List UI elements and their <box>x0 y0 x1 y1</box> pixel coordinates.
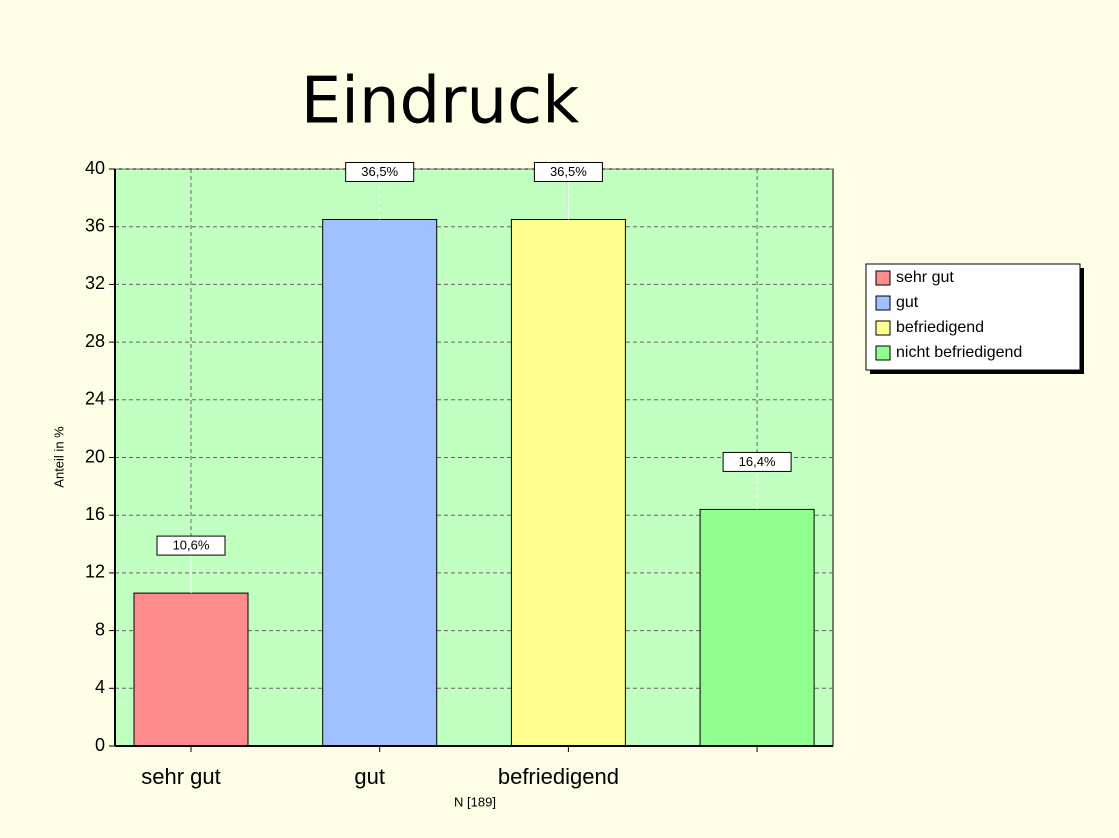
y-tick-label: 20 <box>85 446 105 466</box>
y-tick-label: 0 <box>95 735 105 755</box>
bar <box>510 218 626 747</box>
y-tick-label: 24 <box>85 389 105 409</box>
value-label: 10,6% <box>173 538 210 553</box>
y-tick-label: 16 <box>85 504 105 524</box>
legend-label: sehr gut <box>896 269 954 286</box>
legend-label: nicht befriedigend <box>896 344 1022 361</box>
legend-swatch <box>875 320 891 336</box>
y-tick-label: 36 <box>85 215 105 235</box>
value-label: 36,5% <box>550 164 587 179</box>
chart-title: Eindruck <box>301 65 580 139</box>
bar <box>699 508 815 747</box>
value-label-box <box>533 161 603 182</box>
legend-swatch <box>875 295 891 311</box>
x-tick-label: befriedigend <box>498 764 619 789</box>
bar <box>322 218 438 747</box>
legend-swatch <box>875 270 891 286</box>
x-tick-label: sehr gut <box>141 764 221 789</box>
x-axis-label: N [189] <box>454 794 496 809</box>
legend-label: befriedigend <box>896 319 984 336</box>
value-label-box <box>156 535 226 556</box>
y-tick-label: 40 <box>85 158 105 178</box>
y-tick-label: 8 <box>95 619 105 639</box>
x-tick-label: gut <box>354 764 385 789</box>
y-axis-label: Anteil in % <box>51 426 66 488</box>
y-tick-label: 28 <box>85 331 105 351</box>
value-label: 16,4% <box>739 454 776 469</box>
value-label-box <box>722 451 792 472</box>
legend-swatch <box>875 345 891 361</box>
legend <box>865 263 1081 371</box>
value-label-box <box>345 161 415 182</box>
legend-label: gut <box>896 294 919 311</box>
value-label: 36,5% <box>361 164 398 179</box>
y-tick-label: 12 <box>85 562 105 582</box>
y-tick-label: 32 <box>85 273 105 293</box>
bar <box>133 592 249 747</box>
y-tick-label: 4 <box>95 677 105 697</box>
